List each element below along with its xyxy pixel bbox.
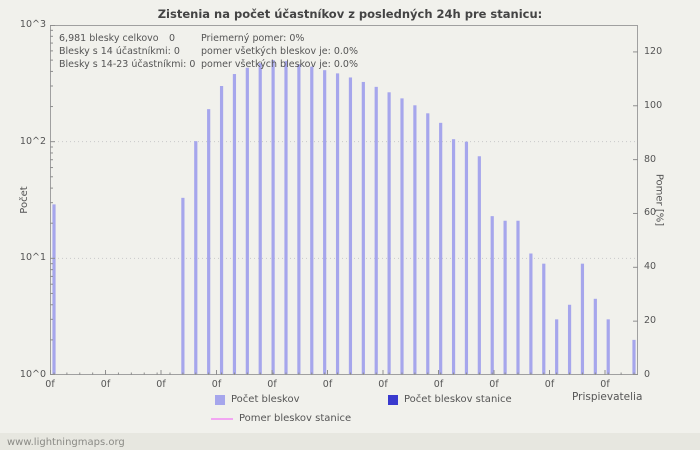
x-axis-tick-label: 0f	[100, 379, 111, 390]
flash-count-bar	[374, 86, 378, 375]
flash-count-bar	[194, 141, 198, 375]
station-total-value: 0	[169, 33, 176, 44]
flash-count-bar	[271, 60, 275, 375]
y2-axis-title: Pomer [%]	[653, 173, 665, 227]
flash-count-bar	[387, 92, 391, 375]
flash-count-bar	[606, 319, 610, 375]
plot-frame	[50, 25, 638, 375]
flash-count-bar	[490, 216, 494, 375]
stats-line-14-23: Blesky s 14-23 účastníkmi: 0 pomer všetk…	[59, 58, 358, 71]
x-axis-tick-label: 0f	[322, 379, 333, 390]
x-axis-tick-label: 0f	[433, 379, 444, 390]
legend-label: Počet bleskov stanice	[404, 394, 512, 405]
flash-count-bar	[400, 98, 404, 375]
x-axis-tick-label: 0f	[267, 379, 277, 390]
flash-count-bar	[219, 86, 224, 375]
legend-item-ratio: Pomer bleskov stanice	[211, 413, 351, 424]
flash-count-bar	[284, 61, 288, 375]
ratio-14-text: pomer všetkých bleskov je: 0.0%	[201, 46, 358, 57]
y2-axis-tick-label: 20	[644, 315, 657, 327]
legend-square-swatch	[215, 394, 225, 405]
footer-bar: www.lightningmaps.org	[0, 433, 700, 450]
flash-count-bar	[335, 73, 340, 375]
flash-count-bar	[542, 263, 546, 375]
x-axis-tick-label: 0f	[211, 379, 222, 390]
x-axis-tick-label: 0f	[600, 379, 610, 390]
flash-count-bar	[516, 220, 520, 375]
y2-axis-tick-label: 0	[644, 369, 651, 380]
stats-line-14: Blesky s 14 účastníkmi: 0 pomer všetkých…	[59, 45, 358, 58]
flash-count-bar	[258, 63, 262, 375]
x-axis-title: Prispievatelia	[572, 391, 643, 403]
average-ratio-text: Priemerný pomer: 0%	[201, 33, 305, 44]
flash-count-bar	[207, 109, 211, 375]
x-axis-tick-label: 0f	[45, 379, 55, 390]
plot-canvas	[50, 25, 638, 375]
flashes-14-23-participants-text: Blesky s 14-23 účastníkmi: 0	[59, 59, 196, 70]
x-axis-tick-label: 0f	[156, 379, 166, 390]
flash-count-bar	[593, 298, 597, 375]
watermark-link[interactable]: www.lightningmaps.org	[7, 437, 125, 448]
flash-count-bar	[323, 70, 327, 375]
flash-count-bar	[464, 141, 469, 375]
flash-count-bar	[361, 81, 365, 375]
ratio-14-23-text: pomer všetkých bleskov je: 0.0%	[201, 59, 358, 70]
legend-item-station-flashes: Počet bleskov stanice	[388, 394, 512, 405]
x-axis-tick-label: 0f	[489, 379, 499, 390]
flashes-14-participants-text: Blesky s 14 účastníkmi: 0	[59, 46, 180, 57]
y-axis-tick-label: 10^3	[19, 19, 46, 30]
y2-axis-tick-label: 120	[644, 45, 663, 57]
flash-count-bar	[348, 77, 353, 375]
plot-area: 6,981 blesky celkovo 0 Priemerný pomer: …	[19, 19, 664, 390]
y2-axis-tick-label: 60	[644, 207, 657, 219]
flash-count-bar	[439, 122, 443, 375]
chart-title: Zistenia na počet účastníkov z poslednýc…	[157, 7, 543, 21]
flash-count-bar	[477, 156, 481, 375]
y2-axis-tick-label: 40	[644, 261, 657, 273]
legend-label: Pomer bleskov stanice	[239, 413, 352, 424]
y2-axis-tick-label: 80	[644, 153, 657, 165]
flash-count-bar	[529, 253, 533, 375]
flash-count-bar	[245, 67, 249, 375]
legend-square-swatch	[388, 394, 398, 405]
flash-count-bar	[181, 197, 185, 375]
y2-axis-tick-label: 100	[644, 99, 663, 111]
flash-count-bar	[297, 64, 301, 375]
flash-count-bar	[503, 220, 507, 375]
x-axis-tick-label: 0f	[378, 379, 388, 390]
stats-block: 6,981 blesky celkovo 0 Priemerný pomer: …	[59, 32, 358, 71]
flash-count-bar	[413, 105, 417, 375]
flash-count-bar	[310, 66, 314, 375]
flash-count-bar	[426, 113, 430, 375]
legend-label: Počet bleskov	[231, 394, 300, 405]
flash-count-bar	[632, 339, 636, 375]
legend-item-flashes: Počet bleskov	[215, 394, 300, 405]
stats-line-total: 6,981 blesky celkovo 0 Priemerný pomer: …	[59, 32, 358, 45]
y-axis-tick-label: 10^1	[19, 252, 46, 264]
flash-count-bar	[555, 319, 559, 375]
flash-count-bar	[52, 204, 56, 375]
y-axis-tick-label: 10^0	[19, 369, 46, 380]
flash-count-bar	[232, 74, 237, 375]
flash-count-bar	[567, 304, 572, 375]
y-axis-title: Počet	[19, 186, 31, 214]
flash-count-bar	[451, 139, 456, 375]
legend-line-swatch	[211, 417, 233, 420]
flash-count-bar	[580, 263, 585, 375]
y-axis-tick-label: 10^2	[19, 135, 46, 147]
total-flashes-text: 6,981 blesky celkovo	[59, 33, 159, 44]
x-axis-tick-label: 0f	[544, 379, 555, 390]
